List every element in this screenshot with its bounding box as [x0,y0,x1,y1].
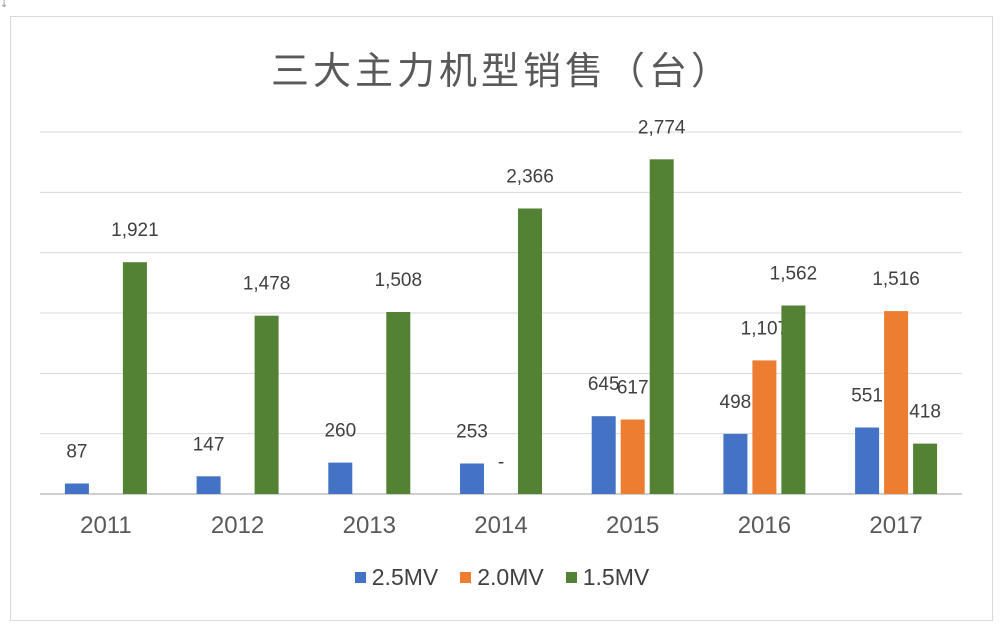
legend-swatch-2-0mv [460,572,472,583]
data-label: 1,516 [872,269,920,290]
data-label: 645 [588,374,620,395]
legend-label-2-0mv: 2.0MV [477,564,544,590]
chart-title: 三大主力机型销售（台） [270,49,733,93]
data-label: - [498,452,504,473]
bar-2-0mv-2016 [752,360,777,494]
legend-swatch-1-5mv [565,572,577,583]
data-label: 1,562 [770,264,818,285]
legend-label-1-5mv: 1.5MV [582,564,650,590]
legend-item-2-5mv: 2.5MV [354,564,439,591]
data-label: 617 [617,378,649,399]
x-tick-label: 2015 [606,512,659,539]
data-label: 1,508 [375,270,423,291]
legend-item-1-5mv: 1.5MV [565,564,650,591]
bar-2-5mv-2013 [328,462,353,494]
bar-1-5mv-2013 [386,312,411,494]
chart-frame [10,16,993,621]
legend-label-2-5mv: 2.5MV [371,564,439,590]
bar-2-0mv-2017 [884,311,909,494]
bar-2-5mv-2017 [855,427,880,494]
x-tick-label: 2011 [80,512,132,539]
data-label: 498 [720,392,752,413]
bar-1-5mv-2012 [254,315,279,494]
x-tick-label: 2016 [738,512,791,539]
corner-mark: ↓ [0,0,9,10]
data-label: 2,774 [638,117,686,138]
bar-2-5mv-2015 [591,416,616,494]
data-label: 260 [324,421,356,442]
bar-1-5mv-2011 [122,262,147,494]
bar-2-5mv-2012 [196,476,221,494]
data-label: 1,107 [741,318,789,339]
data-label: 551 [851,386,883,407]
data-label: 253 [456,422,488,443]
x-tick-label: 2014 [474,512,527,539]
legend-item-2-0mv: 2.0MV [460,564,544,591]
data-label: 147 [193,434,225,455]
x-tick-label: 2012 [211,512,264,539]
data-label: 87 [66,442,87,463]
data-label: 2,366 [506,167,554,188]
legend: 2.5MV 2.0MV 1.5MV [0,564,1004,591]
bar-1-5mv-2014 [518,208,542,494]
data-label: 1,478 [243,274,291,295]
x-tick-label: 2017 [869,512,922,539]
bar-1-5mv-2015 [649,159,674,495]
data-label: 1,921 [111,220,159,241]
legend-swatch-2-5mv [354,572,366,583]
bar-2-5mv-2014 [460,463,484,494]
bar-1-5mv-2016 [781,305,806,494]
bar-1-5mv-2017 [913,443,938,494]
bar-2-0mv-2015 [620,419,645,494]
bar-2-5mv-2016 [723,433,748,494]
bar-2-5mv-2011 [64,483,89,494]
data-label: 418 [909,402,941,423]
x-tick-label: 2013 [343,512,396,539]
